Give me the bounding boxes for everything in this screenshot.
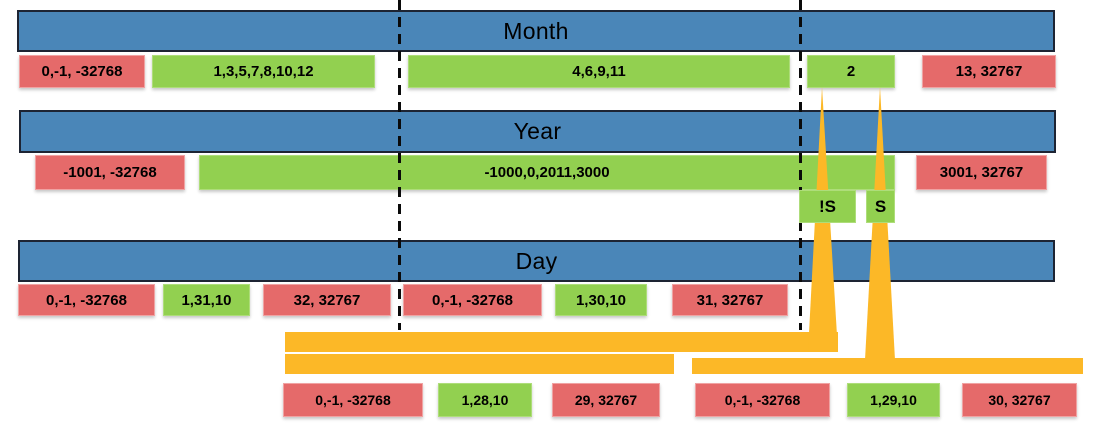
day-lane-title: Day [515, 247, 558, 274]
month-partition-box: 1,3,5,7,8,10,12 [152, 55, 375, 88]
day-lane-bar: Day [18, 240, 1055, 282]
month-partition-box: 2 [807, 55, 895, 88]
feb-non-leap-bar-bottom [285, 354, 674, 374]
year-partition-box: -1000,0,2011,3000 [199, 155, 895, 190]
february-partition-box: 29, 32767 [552, 383, 660, 417]
day-partition-box: 0,-1, -32768 [403, 284, 542, 316]
day-partition-box: 1,31,10 [163, 284, 250, 316]
february-partition-box: 0,-1, -32768 [283, 383, 423, 417]
month-partition-box: 0,-1, -32768 [19, 55, 145, 88]
month-partition-box: 13, 32767 [922, 55, 1056, 88]
year-partition-box: -1001, -32768 [35, 155, 185, 190]
feb-leap-bar [692, 358, 1083, 374]
partition-separator-dashed-line [398, 0, 401, 330]
month-lane-title: Month [503, 17, 569, 44]
february-partition-box: 30, 32767 [962, 383, 1077, 417]
year-partition-box: 3001, 32767 [916, 155, 1047, 190]
leap-flag-not-S: !S [799, 190, 856, 223]
leap-flag-S: S [866, 190, 895, 223]
day-partition-box: 32, 32767 [263, 284, 391, 316]
feb-non-leap-bar-top [285, 332, 838, 352]
february-partition-box: 0,-1, -32768 [695, 383, 830, 417]
partition-separator-dashed-line [799, 0, 802, 330]
month-partition-box: 4,6,9,11 [408, 55, 790, 88]
year-lane-title: Year [513, 118, 562, 144]
day-partition-box: 31, 32767 [672, 284, 788, 316]
year-lane-bar: Year [19, 110, 1056, 153]
february-partition-box: 1,29,10 [847, 383, 940, 417]
day-partition-box: 0,-1, -32768 [18, 284, 155, 316]
day-partition-box: 1,30,10 [555, 284, 647, 316]
month-lane-bar: Month [17, 10, 1055, 52]
february-partition-box: 1,28,10 [438, 383, 532, 417]
